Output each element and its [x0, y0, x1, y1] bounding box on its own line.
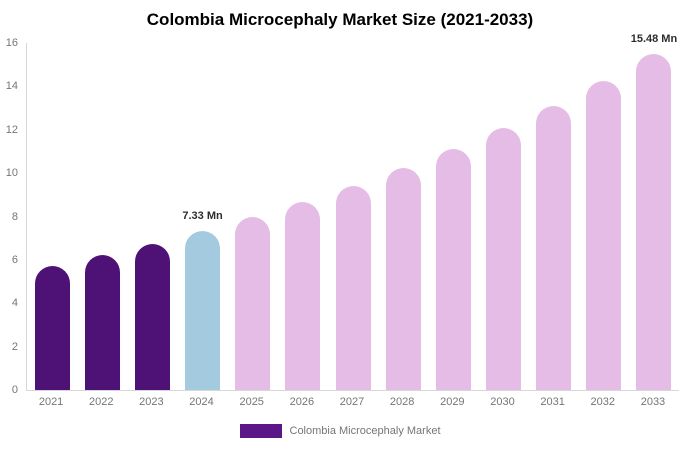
bar-slot-2028 — [378, 43, 428, 390]
x-tick-2028: 2028 — [389, 396, 415, 408]
bar-value-label-2024: 7.33 Mn — [182, 210, 223, 223]
chart-title: Colombia Microcephaly Market Size (2021-… — [146, 10, 534, 29]
plot-area: 7.33 Mn 15.48 Mn — [26, 33, 679, 391]
bar-slot-2032 — [579, 43, 629, 390]
bar-slot-2029 — [428, 43, 478, 390]
bar-slot-2026 — [278, 43, 328, 390]
x-axis: 2021 2022 2023 2024 2025 2026 2027 2028 2029 2030… — [26, 396, 678, 408]
x-tick-2026: 2026 — [289, 396, 315, 408]
legend: Colombia Microcephaly Market — [0, 424, 680, 438]
bar-2022[interactable] — [84, 255, 120, 390]
y-tick-12: 12 — [5, 123, 18, 136]
bar-slot-2022 — [77, 43, 127, 390]
bar-2025[interactable] — [235, 217, 271, 390]
x-tick-2029: 2029 — [440, 396, 465, 408]
y-axis: 0 2 4 6 8 10 12 14 16 — [0, 37, 20, 396]
bar-2026[interactable] — [285, 202, 321, 390]
bar-2027[interactable] — [335, 186, 371, 390]
x-tick-2031: 2031 — [540, 396, 565, 408]
x-tick-2021: 2021 — [38, 396, 64, 408]
y-tick-14: 14 — [5, 80, 18, 93]
y-tick-16: 16 — [5, 37, 18, 49]
bar-2029[interactable] — [435, 149, 471, 390]
y-tick-4: 4 — [11, 297, 18, 310]
x-tick-2033: 2033 — [640, 396, 666, 408]
bar-slot-2033: 15.48 Mn — [629, 33, 679, 390]
bar-value-label-2033: 15.48 Mn — [630, 33, 678, 46]
bar-slot-2024: 7.33 Mn — [177, 43, 227, 390]
x-tick-2030: 2030 — [490, 396, 515, 408]
x-tick-2032: 2032 — [590, 396, 616, 408]
bar-2021[interactable] — [34, 266, 70, 390]
y-tick-0: 0 — [11, 384, 18, 396]
bar-slot-2031 — [529, 43, 579, 390]
bar-slot-2027 — [328, 43, 378, 390]
bar-2033[interactable] — [636, 54, 672, 390]
y-tick-10: 10 — [5, 167, 18, 180]
bar-slot-2021 — [27, 43, 77, 390]
x-tick-2025: 2025 — [239, 396, 264, 408]
bar-slot-2025 — [228, 43, 278, 390]
x-tick-2022: 2022 — [88, 396, 114, 408]
legend-swatch — [239, 424, 282, 438]
bar-slot-2030 — [478, 43, 528, 390]
y-tick-2: 2 — [11, 340, 18, 353]
bar-2030[interactable] — [485, 128, 521, 390]
x-tick-2024: 2024 — [189, 396, 214, 408]
bar-slot-2023 — [127, 43, 177, 390]
bar-2023[interactable] — [134, 243, 170, 390]
y-tick-6: 6 — [11, 253, 18, 266]
x-tick-2027: 2027 — [339, 396, 365, 408]
x-tick-2023: 2023 — [139, 396, 164, 408]
y-tick-8: 8 — [11, 210, 18, 223]
legend-label: Colombia Microcephaly Market — [289, 425, 441, 437]
bar-2024[interactable] — [185, 231, 221, 390]
bar-2028[interactable] — [385, 168, 421, 390]
bar-2032[interactable] — [586, 81, 622, 390]
bar-2031[interactable] — [536, 105, 572, 390]
